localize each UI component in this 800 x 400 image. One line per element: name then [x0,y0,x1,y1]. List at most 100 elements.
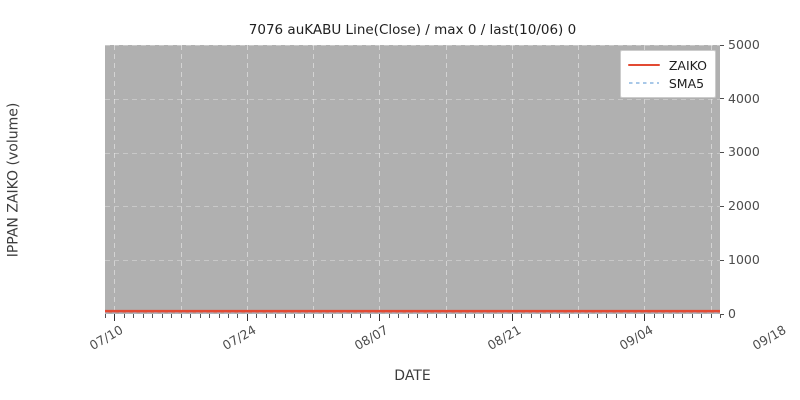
x-axis-minor-tick [483,314,485,318]
y-gridline [105,260,720,262]
x-axis-minor-tick [568,314,570,318]
x-axis-tick-label: 09/18 [749,322,789,354]
y-tick-mark [720,313,724,315]
chart-title: 7076 auKABU Line(Close) / max 0 / last(1… [248,22,577,38]
chart-legend[interactable]: ZAIKO SMA5 [619,50,716,98]
x-axis-minor-tick [133,314,135,318]
x-axis-minor-tick [625,314,627,318]
series-layer [105,45,720,314]
y-gridline [105,152,720,154]
y-tick-label: 1000 [728,251,760,267]
x-axis-minor-tick [445,314,447,318]
x-axis-tick-label: 07/10 [87,322,126,354]
x-axis-minor-tick [161,314,163,318]
x-axis-minor-tick [199,314,201,318]
x-axis-minor-tick [455,314,457,318]
x-axis-minor-tick [322,314,324,318]
x-axis-minor-tick [426,314,428,318]
x-axis-tick-label: 08/07 [352,322,391,354]
x-axis-minor-tick [123,314,125,318]
x-axis-minor-tick [530,314,532,318]
y-axis-title-label: IPPAN ZAIKO (volume) [5,102,21,257]
x-axis-minor-tick [388,314,390,318]
x-axis-minor-tick [190,314,192,318]
x-axis-minor-tick [672,314,674,318]
x-axis-title: DATE [394,368,431,384]
y-gridline [105,206,720,208]
x-axis-tick-label: 09/04 [617,322,656,354]
x-axis-minor-tick [142,314,144,318]
legend-item-sma5[interactable]: SMA5 [628,74,707,92]
x-axis-minor-tick [171,314,173,318]
x-axis-minor-tick [436,314,438,318]
x-axis-minor-tick [540,314,542,318]
x-axis-major-tick [644,314,646,321]
x-axis-major-tick [114,314,116,321]
x-axis-major-tick [379,314,381,321]
x-axis-minor-tick [606,314,608,318]
x-axis-minor-tick [521,314,523,318]
x-axis-minor-tick [407,314,409,318]
y-tick-mark [720,259,724,261]
x-axis-minor-tick [691,314,693,318]
x-axis-minor-tick [653,314,655,318]
legend-item-zaiko[interactable]: ZAIKO [627,56,707,74]
x-axis-minor-tick [228,314,229,318]
x-axis-minor-tick [502,314,504,318]
x-axis-tick-label: 08/21 [484,322,524,354]
x-axis-minor-tick [464,314,466,318]
y-tick-mark [720,205,724,207]
y-tick-mark [720,152,724,154]
x-axis-minor-tick [549,314,551,318]
y-tick-mark [720,98,724,100]
legend-swatch-sma5 [628,77,660,89]
x-axis-minor-tick [634,314,636,318]
y-axis: 0 1000 2000 3000 4000 5000 [720,38,790,319]
y-tick-mark [720,44,724,46]
x-axis-minor-tick [701,314,703,318]
x-axis-minor-tick [578,314,580,318]
x-axis-minor-tick [615,314,617,318]
series-svg [105,309,720,314]
legend-swatch-zaiko [627,59,660,71]
legend-label-sma5: SMA5 [668,75,705,91]
x-axis-minor-tick [209,314,211,318]
x-axis-major-tick [511,314,513,321]
x-axis-minor-tick [720,314,721,318]
x-axis-tick-label: 07/24 [219,322,259,354]
x-axis [105,314,721,324]
x-axis-minor-tick [180,314,182,318]
x-axis-minor-tick [360,314,362,318]
x-axis-minor-tick [597,314,598,318]
plot-area: ZAIKO SMA5 [105,45,720,314]
x-axis-minor-tick [682,314,684,318]
x-axis-minor-tick [351,314,352,318]
x-axis-minor-tick [265,314,267,318]
y-gridline [105,45,720,46]
y-axis-title: IPPAN ZAIKO (volume) [0,45,26,314]
x-axis-minor-tick [663,314,665,318]
x-axis-minor-tick [398,314,400,318]
x-axis-minor-tick [256,314,258,318]
x-axis-minor-tick [152,314,154,318]
x-axis-minor-tick [587,314,589,318]
x-axis-minor-tick [275,314,277,318]
x-axis-minor-tick [341,314,343,318]
y-tick-label: 2000 [728,198,760,214]
x-axis-minor-tick [492,314,494,318]
x-axis-minor-tick [710,314,712,318]
x-axis-minor-tick [417,314,419,318]
x-axis-minor-tick [313,314,315,318]
y-tick-label: 5000 [728,36,760,52]
x-axis-minor-tick [237,314,239,318]
x-axis-minor-tick [303,314,305,318]
x-axis-minor-tick [105,314,106,318]
x-axis-minor-tick [369,314,371,318]
x-axis-minor-tick [559,314,561,318]
x-axis-minor-tick [218,314,220,318]
x-axis-minor-tick [332,314,334,318]
y-tick-label: 3000 [728,144,760,160]
x-axis-minor-tick [284,314,286,318]
